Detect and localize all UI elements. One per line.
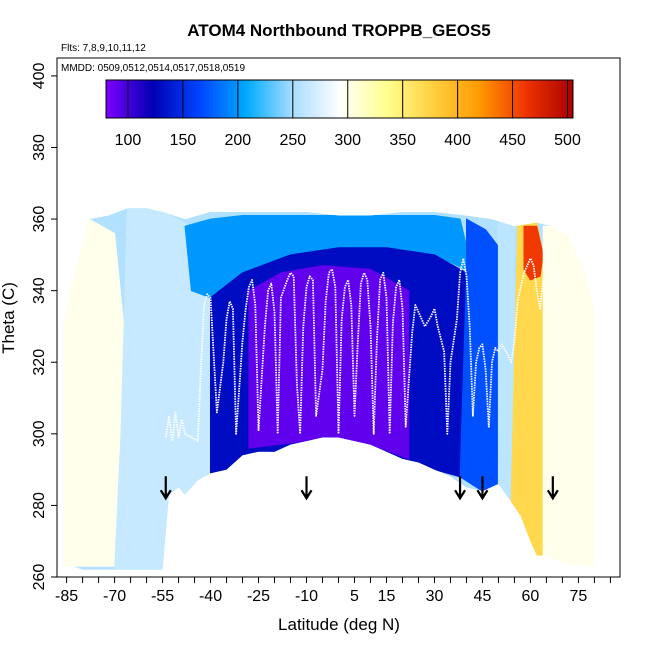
x-tick-label: 30: [426, 588, 444, 605]
x-tick-label: -25: [247, 588, 270, 605]
y-axis-label: Theta (C): [0, 282, 18, 354]
colorbar-ticks: 100 150 200 250 300 350 400 450 500: [115, 80, 581, 149]
y-tick-label: 380: [31, 134, 48, 161]
arrow-marker: [300, 476, 313, 501]
dates-subtitle: MMDD: 0509,0512,0514,0517,0518,0519: [61, 63, 245, 74]
x-tick-label: -55: [151, 588, 174, 605]
y-tick-label: 260: [31, 564, 48, 591]
colorbar-tick-label: 350: [389, 132, 416, 149]
colorbar-tick-label: 100: [115, 132, 142, 149]
arrow-markers: [159, 476, 559, 501]
x-tick-label: -40: [199, 588, 222, 605]
arrow-marker: [159, 476, 172, 501]
arrow-marker: [454, 476, 466, 501]
colorbar-tick-label: 400: [444, 132, 471, 149]
flight-track: [164, 243, 561, 442]
y-tick-label: 400: [31, 62, 48, 89]
x-tick-label: -85: [55, 588, 78, 605]
x-tick-label: 15: [378, 588, 396, 605]
colorbar-tick-label: 200: [225, 132, 252, 149]
y-axis: 260 280 300 320 340 360 380 400: [31, 62, 57, 590]
colorbar: [105, 79, 574, 119]
arrow-marker: [476, 476, 489, 501]
x-tick-label: -10: [295, 588, 318, 605]
colorbar-tick-label: 450: [499, 132, 526, 149]
flights-subtitle: Flts: 7,8,9,10,11,12: [61, 43, 146, 54]
x-axis-label: Latitude (deg N): [278, 615, 400, 634]
y-tick-label: 340: [31, 277, 48, 304]
x-tick-label: 5: [350, 588, 359, 605]
y-tick-label: 280: [31, 492, 48, 519]
y-tick-label: 300: [31, 420, 48, 447]
colorbar-tick-label: 150: [170, 132, 197, 149]
x-tick-label: -70: [103, 588, 126, 605]
arrow-marker: [546, 476, 559, 501]
y-tick-label: 320: [31, 349, 48, 376]
colorbar-tick-label: 500: [554, 132, 581, 149]
x-tick-label: 75: [570, 588, 588, 605]
chart-title: ATOM4 Northbound TROPPB_GEOS5: [187, 21, 491, 40]
flight-track-line: [164, 243, 561, 442]
x-axis: -85 -70 -55 -40 -25 -10 5 15 30 45 60 75: [55, 577, 611, 605]
x-tick-label: 45: [474, 588, 492, 605]
x-tick-label: 60: [522, 588, 540, 605]
y-tick-label: 360: [31, 206, 48, 233]
colorbar-tick-label: 300: [334, 132, 361, 149]
colorbar-tick-label: 250: [279, 132, 306, 149]
